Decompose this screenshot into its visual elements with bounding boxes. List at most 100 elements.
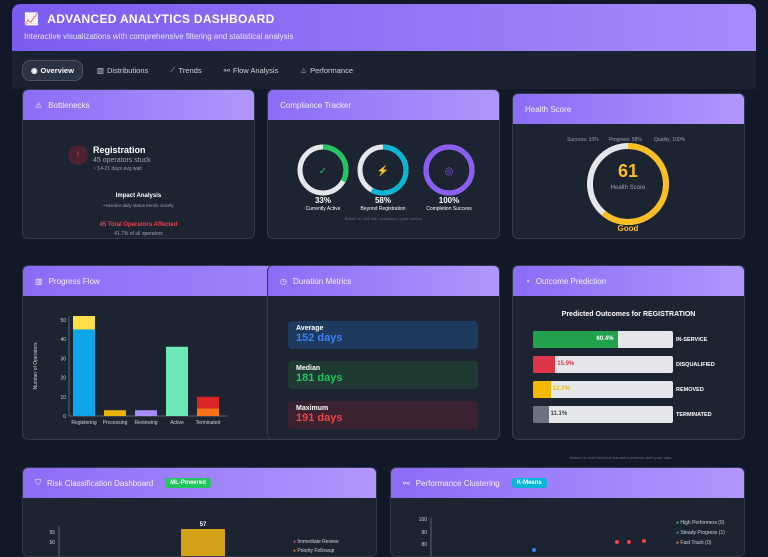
x-tick-label: Processing xyxy=(103,420,128,426)
x-tick-label: Terminated xyxy=(196,420,221,426)
y-tick-label: 0 xyxy=(63,414,66,420)
y-tick-label: 30 xyxy=(60,356,66,362)
bar xyxy=(181,529,225,556)
y-tick-label: 90 xyxy=(421,530,427,536)
tab-overview[interactable]: ◉ Overview xyxy=(22,59,83,81)
prediction-bar: 12.7% xyxy=(533,381,673,398)
tab-flow-analysis[interactable]: ⚯ Flow Analysis xyxy=(223,65,279,75)
gauge-label: Beyond Registration xyxy=(360,206,406,212)
dashboard-header: 📈 ADVANCED ANALYTICS DASHBOARD Interactiv… xyxy=(12,4,756,51)
y-tick-label: 50 xyxy=(49,540,55,546)
bar-segment xyxy=(73,329,95,416)
clustering-chart: 100 90 80 xyxy=(419,517,646,556)
legend-item: ● Priority Followup xyxy=(293,548,335,554)
outcome-footnote: Based on real historical transition patt… xyxy=(570,455,672,460)
tab-distributions[interactable]: ▥ Distributions xyxy=(96,65,149,75)
gauge-icon: ◎ xyxy=(445,166,454,177)
y-tick-label: 10 xyxy=(60,395,66,401)
health-grade: Good xyxy=(617,224,639,233)
scatter-point xyxy=(642,539,646,543)
globe-icon: ◉ xyxy=(31,65,38,75)
prediction-label: DISQUALIFIED xyxy=(676,362,715,368)
prediction-label: IN-SERVICE xyxy=(676,337,708,343)
card-title: Compliance Tracker xyxy=(280,100,352,110)
bar-segment xyxy=(197,408,219,416)
risk-card: ⛉ Risk Classification Dashboard ML-Powered… xyxy=(22,467,377,557)
bar-data-label: 57 xyxy=(200,522,207,528)
scatter-point xyxy=(627,540,631,544)
bottlenecks-card: ⚠ Bottlenecks ! Registration 45 operators… xyxy=(22,89,255,239)
prediction-bar: 11.1% xyxy=(533,406,673,423)
prediction-fill xyxy=(533,331,618,348)
card-title: Performance Clustering xyxy=(415,478,500,488)
tab-performance[interactable]: ♨ Performance xyxy=(300,65,353,75)
scatter-point xyxy=(615,540,619,544)
clock-icon: ◷ xyxy=(280,276,287,286)
page-title: ADVANCED ANALYTICS DASHBOARD xyxy=(47,12,275,26)
bottleneck-stage: Registration xyxy=(93,145,146,155)
legend-item: ● High Performers (0) xyxy=(676,520,725,526)
alert-icon: ! xyxy=(68,145,88,165)
y-tick-label: 40 xyxy=(60,337,66,343)
x-tick-label: Registering xyxy=(71,420,97,426)
duration-average: Average 152 days xyxy=(288,321,478,349)
gauge-icon: ✓ xyxy=(319,166,327,177)
x-tick-label: Active xyxy=(170,420,184,426)
ml-badge: ML-Powered xyxy=(165,478,211,488)
health-quality: Quality: 100% xyxy=(654,137,686,143)
bar-segment xyxy=(166,346,188,416)
card-title: Risk Classification Dashboard xyxy=(47,478,154,488)
bar-segment xyxy=(135,410,157,416)
clustering-card: ⚯ Performance Clustering K-Means 100 90 80 ●… xyxy=(390,467,745,557)
duration-card: ◷ Duration Metrics Average 152 days Median… xyxy=(267,265,500,440)
legend-item: ● Immediate Review xyxy=(293,539,339,545)
prediction-pct: 12.7% xyxy=(552,386,570,392)
compliance-note: Based on 108 real operators in your syst… xyxy=(344,216,423,221)
prediction-fill xyxy=(533,381,551,398)
chart-icon: ◔ xyxy=(525,276,530,286)
y-tick-label: 80 xyxy=(421,542,427,548)
kmeans-badge: K-Means xyxy=(511,478,547,488)
legend-item: ● Fast Track (0) xyxy=(676,540,712,546)
shield-icon: ⛉ xyxy=(35,478,41,487)
card-title: Health Score xyxy=(525,104,572,114)
prediction-label: TERMINATED xyxy=(676,412,712,418)
gauge-label: Currently Active xyxy=(305,206,341,212)
legend-item: ● Steady Progress (1) xyxy=(676,530,725,536)
prediction-label: REMOVED xyxy=(676,387,704,393)
health-progress: Progress: 58% xyxy=(609,137,642,143)
gauge-fill xyxy=(357,144,409,196)
prediction-pct: 11.1% xyxy=(550,411,568,417)
tab-trends[interactable]: ⟋ Trends xyxy=(170,65,202,75)
scatter-point xyxy=(532,548,536,552)
health-gauge xyxy=(587,143,669,225)
y-tick-label: 50 xyxy=(60,318,66,324)
x-tick-label: Reviewing xyxy=(134,420,157,426)
prediction-pct: 60.4% xyxy=(596,336,614,342)
card-title: Outcome Prediction xyxy=(535,276,607,286)
compliance-gauges: ✓ ⚡ ◎ xyxy=(297,144,475,196)
bar-chart-icon: ▥ xyxy=(96,65,104,75)
tab-bar: ◉ Overview ▥ Distributions ⟋ Trends ⚯ Flow A… xyxy=(12,51,756,89)
gauge-label: Completion Success xyxy=(426,206,472,212)
y-tick-label: 20 xyxy=(60,376,66,382)
impact-note: • Monitor daily status trends closely xyxy=(103,203,174,208)
risk-chart: 55 50 57 xyxy=(49,522,225,556)
cluster-icon: ⚯ xyxy=(403,478,410,488)
flow-icon: ⚯ xyxy=(223,65,230,75)
progress-flow-chart: 0 10 20 30 40 50 Number of Operators Registerin… xyxy=(33,316,228,426)
card-title: Duration Metrics xyxy=(292,276,352,286)
health-score-label: Health Score xyxy=(610,185,646,191)
health-success: Success: 33% xyxy=(567,137,599,143)
bar-segment xyxy=(73,316,95,330)
y-tick-label: 100 xyxy=(419,517,428,523)
impact-title: Impact Analysis xyxy=(115,193,162,199)
chart-icon: 📈 xyxy=(24,12,40,26)
gauge-pct: 58% xyxy=(374,196,391,205)
y-tick-label: 55 xyxy=(49,530,55,536)
health-card: Health Score Success: 33% Progress: 58% … xyxy=(512,93,745,239)
bar-segment xyxy=(197,396,219,409)
card-title: Bottlenecks xyxy=(48,100,90,110)
gauge-fill xyxy=(423,144,475,196)
prediction-bar: 15.9% xyxy=(533,356,673,373)
